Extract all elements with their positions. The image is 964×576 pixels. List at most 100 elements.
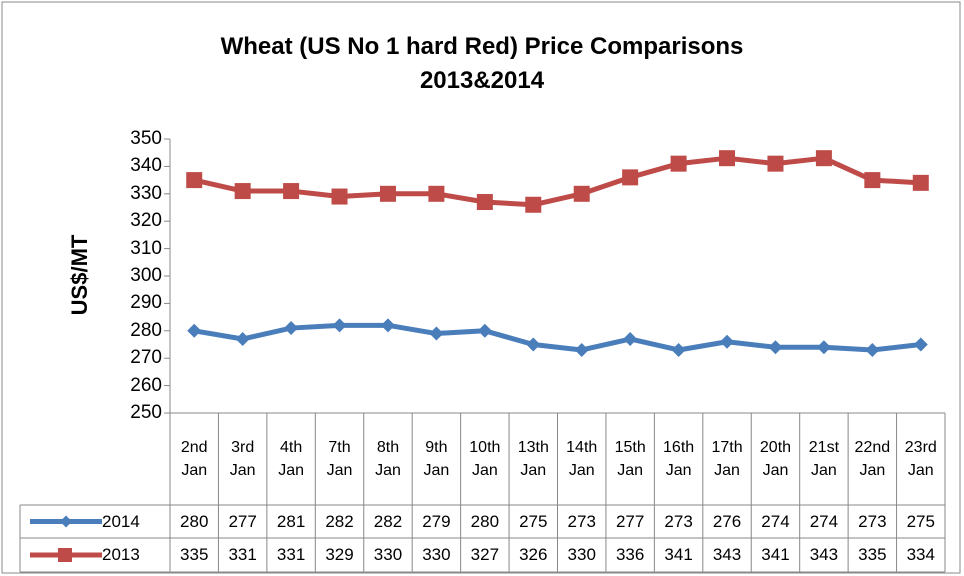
marker (429, 326, 444, 341)
table-value: 330 (373, 545, 403, 564)
x-tick-label: 9th Jan (423, 439, 450, 479)
x-tick-label: 7th Jan (326, 439, 353, 479)
table-value: 331 (276, 545, 306, 564)
y-tick-label: 300 (130, 265, 162, 286)
table-value: 275 (906, 511, 935, 531)
marker (768, 340, 783, 355)
marker (186, 172, 203, 189)
marker (526, 337, 541, 352)
legend-marker (58, 548, 72, 562)
marker (379, 185, 396, 202)
table-value: 329 (325, 545, 354, 564)
marker (525, 196, 542, 213)
marker (284, 321, 299, 336)
y-tick-label: 260 (130, 374, 162, 396)
marker (477, 323, 492, 338)
table-value: 330 (422, 545, 451, 564)
table-value: 341 (664, 545, 693, 564)
table-value: 330 (567, 545, 596, 564)
x-tick-label: 23rd Jan (904, 439, 937, 479)
table-value: 336 (615, 545, 645, 564)
marker (331, 188, 348, 205)
x-tick-label: 21st Jan (808, 439, 840, 479)
table-value: 343 (712, 545, 742, 564)
table-value: 281 (276, 511, 306, 531)
marker (428, 185, 445, 202)
table-value: 279 (422, 511, 451, 531)
marker (720, 334, 735, 349)
y-axis-label: US$/MT (67, 234, 92, 316)
legend-label: 2013 (102, 545, 140, 564)
table-value: 273 (567, 511, 596, 531)
marker (234, 183, 251, 200)
x-tick-label: 16th Jan (663, 439, 695, 479)
marker (623, 332, 638, 347)
x-tick-label: 15th Jan (614, 439, 646, 479)
table-value: 277 (228, 511, 257, 531)
marker (332, 318, 347, 333)
marker (913, 337, 928, 352)
marker (622, 169, 639, 186)
y-tick-label: 310 (130, 237, 162, 259)
marker (719, 150, 736, 167)
marker (670, 155, 687, 172)
y-tick-label: 350 (130, 128, 162, 149)
marker (235, 332, 250, 347)
marker (912, 174, 929, 191)
x-tick-label: 10th Jan (469, 439, 501, 479)
table-value: 335 (180, 545, 209, 564)
y-tick-label: 290 (130, 292, 162, 314)
y-tick-label: 250 (130, 402, 162, 423)
table-value: 326 (519, 545, 548, 564)
y-tick-label: 270 (130, 347, 162, 369)
table-value: 274 (809, 511, 839, 531)
marker (816, 340, 831, 355)
legend-marker (60, 515, 72, 528)
table-value: 277 (615, 511, 645, 531)
marker (864, 172, 881, 189)
marker (476, 194, 493, 211)
series-line (193, 155, 921, 208)
x-tick-label: 8th Jan (375, 439, 401, 479)
marker (574, 342, 589, 357)
table-value: 327 (470, 545, 500, 564)
x-tick-label: 4th Jan (278, 439, 304, 479)
table-value: 282 (373, 511, 403, 531)
legend-label: 2014 (102, 511, 140, 531)
marker (187, 323, 202, 338)
y-tick-label: 330 (130, 182, 162, 204)
x-tick-label: 17th Jan (711, 439, 743, 479)
x-tick-label: 13th Jan (517, 439, 549, 479)
table-value: 282 (325, 511, 354, 531)
series-line (193, 322, 922, 353)
marker (865, 342, 880, 357)
table-value: 273 (858, 511, 887, 531)
y-tick-label: 280 (130, 319, 162, 341)
x-tick-label: 14th Jan (566, 439, 598, 479)
chart-title: Wheat (US No 1 hard Red) Price Compariso… (220, 33, 744, 94)
y-tick-label: 320 (130, 210, 162, 232)
table-value: 276 (712, 511, 742, 531)
marker (380, 318, 395, 333)
table-value: 343 (809, 545, 839, 564)
table-value: 275 (519, 511, 548, 531)
table-value: 273 (664, 511, 693, 531)
marker (671, 342, 686, 357)
table-value: 274 (761, 511, 790, 531)
marker (767, 155, 784, 172)
table-value: 341 (761, 545, 790, 564)
table-value: 280 (470, 511, 500, 531)
y-tick-label: 340 (130, 155, 162, 177)
x-tick-label: 22nd Jan (854, 439, 891, 479)
x-tick-label: 20th Jan (759, 439, 792, 479)
table-value: 331 (228, 545, 257, 564)
x-tick-label: 3rd Jan (229, 439, 256, 479)
table-value: 280 (180, 511, 209, 531)
marker (283, 183, 300, 200)
x-tick-label: 2nd Jan (180, 439, 208, 479)
marker (815, 150, 832, 167)
marker (573, 185, 590, 202)
